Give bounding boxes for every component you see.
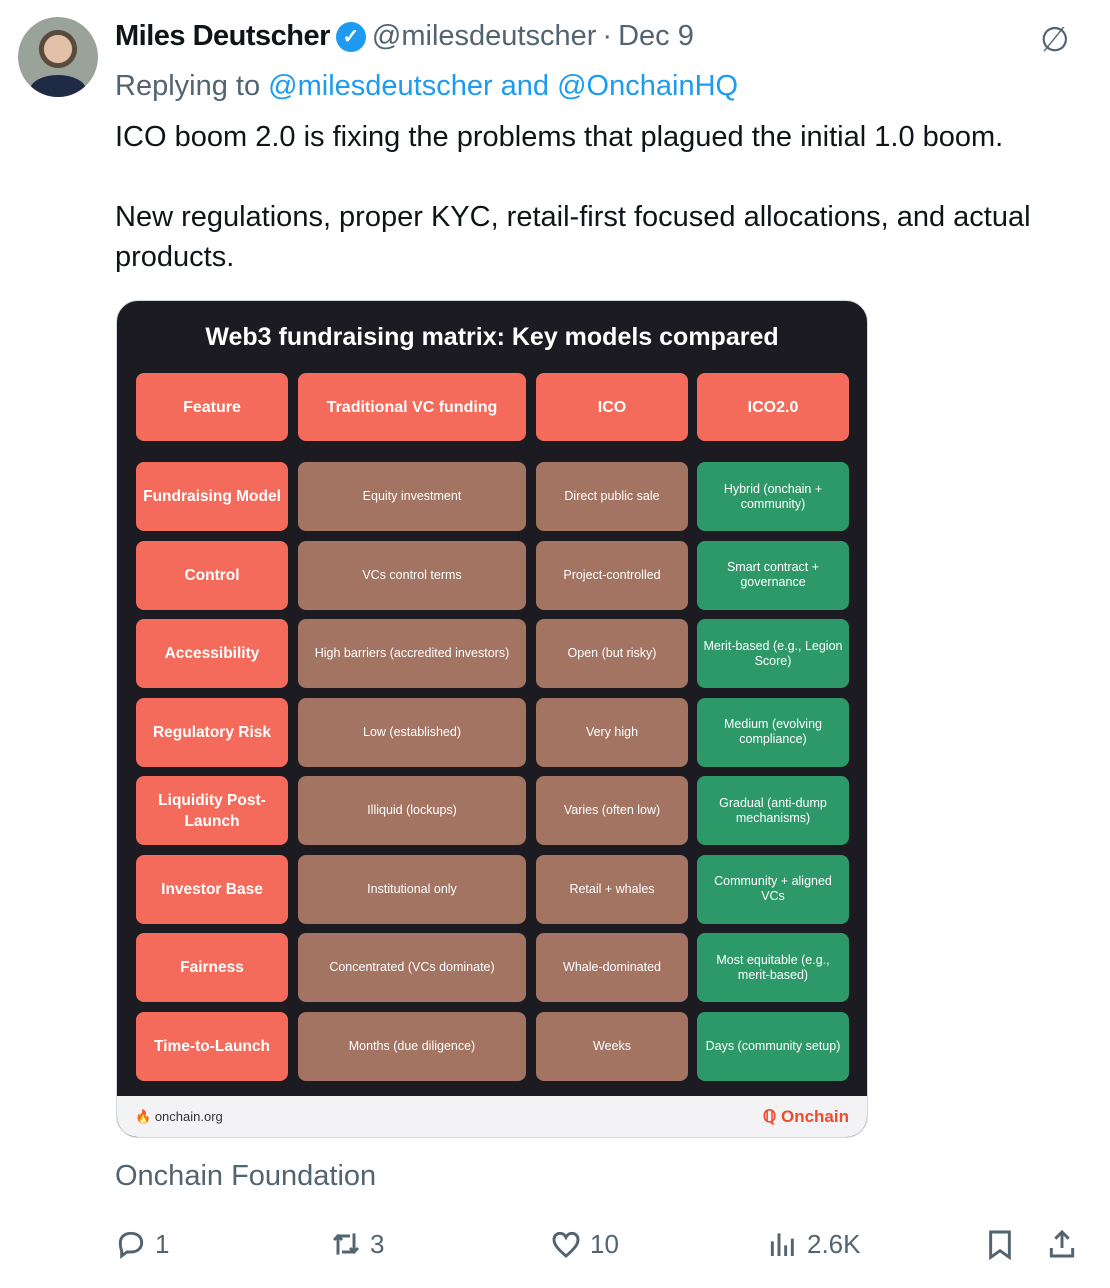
author-handle[interactable]: @milesdeutscher [371,20,597,52]
verified-badge-icon: ✓ [335,21,366,52]
cell-feature: Regulatory Risk [136,697,288,767]
cell-ico: Varies (often low) [536,776,688,845]
bookmark-icon [989,1230,1011,1260]
tweet-image[interactable]: Web3 fundraising matrix: Key models comp… [116,300,868,1138]
cell-ico2: Merit-based (e.g., Legion Score) [697,619,849,688]
replying-to-links[interactable]: @milesdeutscher and @OnchainHQ [268,70,739,102]
views-count: 2.6K [807,1228,861,1259]
bookmark-button[interactable] [984,1228,1016,1260]
cell-ico: Direct public sale [536,462,688,531]
cell-feature: Investor Base [136,854,288,924]
header-feature: Feature [136,373,288,441]
heart-icon [552,1231,580,1258]
cell-feature: Fairness [136,933,288,1002]
repost-icon [332,1233,360,1255]
header-traditional-vc: Traditional VC funding [298,373,526,441]
cell-ico2: Hybrid (onchain + community) [697,462,849,531]
footer-site-text: onchain.org [154,1108,223,1124]
cell-ico2: Gradual (anti-dump mechanisms) [697,776,849,845]
grok-icon[interactable]: ∅ [1040,21,1070,59]
flame-icon: 🔥 [135,1108,152,1124]
cell-ico2: Most equitable (e.g., merit-based) [697,933,849,1002]
cell-feature: Accessibility [136,619,288,688]
tweet-header: Miles Deutscher ✓ @milesdeutscher · Dec … [115,20,694,53]
share-button[interactable] [1046,1228,1078,1260]
reply-count: 1 [155,1228,170,1259]
reply-icon [118,1231,144,1259]
repost-count: 3 [370,1228,385,1259]
views-button[interactable]: 2.6K [767,1228,861,1260]
cell-traditional-vc: Concentrated (VCs dominate) [298,933,526,1002]
cell-ico: Whale-dominated [536,933,688,1002]
cell-ico2: Smart contract + governance [697,540,849,610]
card-caption[interactable]: Onchain Foundation [115,1160,377,1192]
cell-traditional-vc: High barriers (accredited investors) [298,619,526,688]
cell-traditional-vc: Equity investment [298,462,526,531]
footer-brand-text: Onchain [780,1106,849,1126]
cell-traditional-vc: Institutional only [298,854,526,924]
cell-feature: Liquidity Post-Launch [136,776,288,845]
author-name[interactable]: Miles Deutscher [115,20,330,52]
avatar[interactable] [18,17,98,97]
cell-traditional-vc: VCs control terms [298,540,526,610]
footer-site: 🔥 onchain.org [135,1109,223,1125]
share-icon [1049,1229,1075,1258]
like-button[interactable]: 10 [550,1228,619,1260]
cell-traditional-vc: Months (due diligence) [298,1011,526,1081]
onchain-logo-icon: ℚ [762,1106,777,1126]
cell-feature: Control [136,540,288,610]
footer-brand: ℚ Onchain [763,1107,849,1127]
tweet-date[interactable]: Dec 9 [618,20,694,52]
cell-ico: Open (but risky) [536,619,688,688]
cell-traditional-vc: Low (established) [298,697,526,767]
cell-ico2: Medium (evolving compliance) [697,697,849,767]
like-count: 10 [590,1228,619,1259]
views-icon [770,1233,794,1256]
repost-button[interactable]: 3 [330,1228,384,1260]
cell-ico: Retail + whales [536,854,688,924]
tweet-text: ICO boom 2.0 is fixing the problems that… [115,121,1031,273]
cell-ico2: Community + aligned VCs [697,854,849,924]
matrix-title: Web3 fundraising matrix: Key models comp… [205,323,779,351]
replying-prefix: Replying to [115,70,261,102]
cell-ico2: Days (community setup) [697,1011,849,1081]
header-ico2: ICO2.0 [697,373,849,441]
cell-ico: Very high [536,697,688,767]
separator: · [602,20,613,52]
header-ico: ICO [536,373,688,441]
cell-feature: Time-to-Launch [136,1011,288,1081]
cell-ico: Weeks [536,1011,688,1081]
reply-button[interactable]: 1 [115,1228,169,1260]
cell-traditional-vc: Illiquid (lockups) [298,776,526,845]
image-footer: 🔥 onchain.org ℚ Onchain [117,1096,867,1137]
cell-feature: Fundraising Model [136,462,288,531]
replying-to: Replying to @milesdeutscher and @Onchain… [115,70,738,103]
cell-ico: Project-controlled [536,540,688,610]
